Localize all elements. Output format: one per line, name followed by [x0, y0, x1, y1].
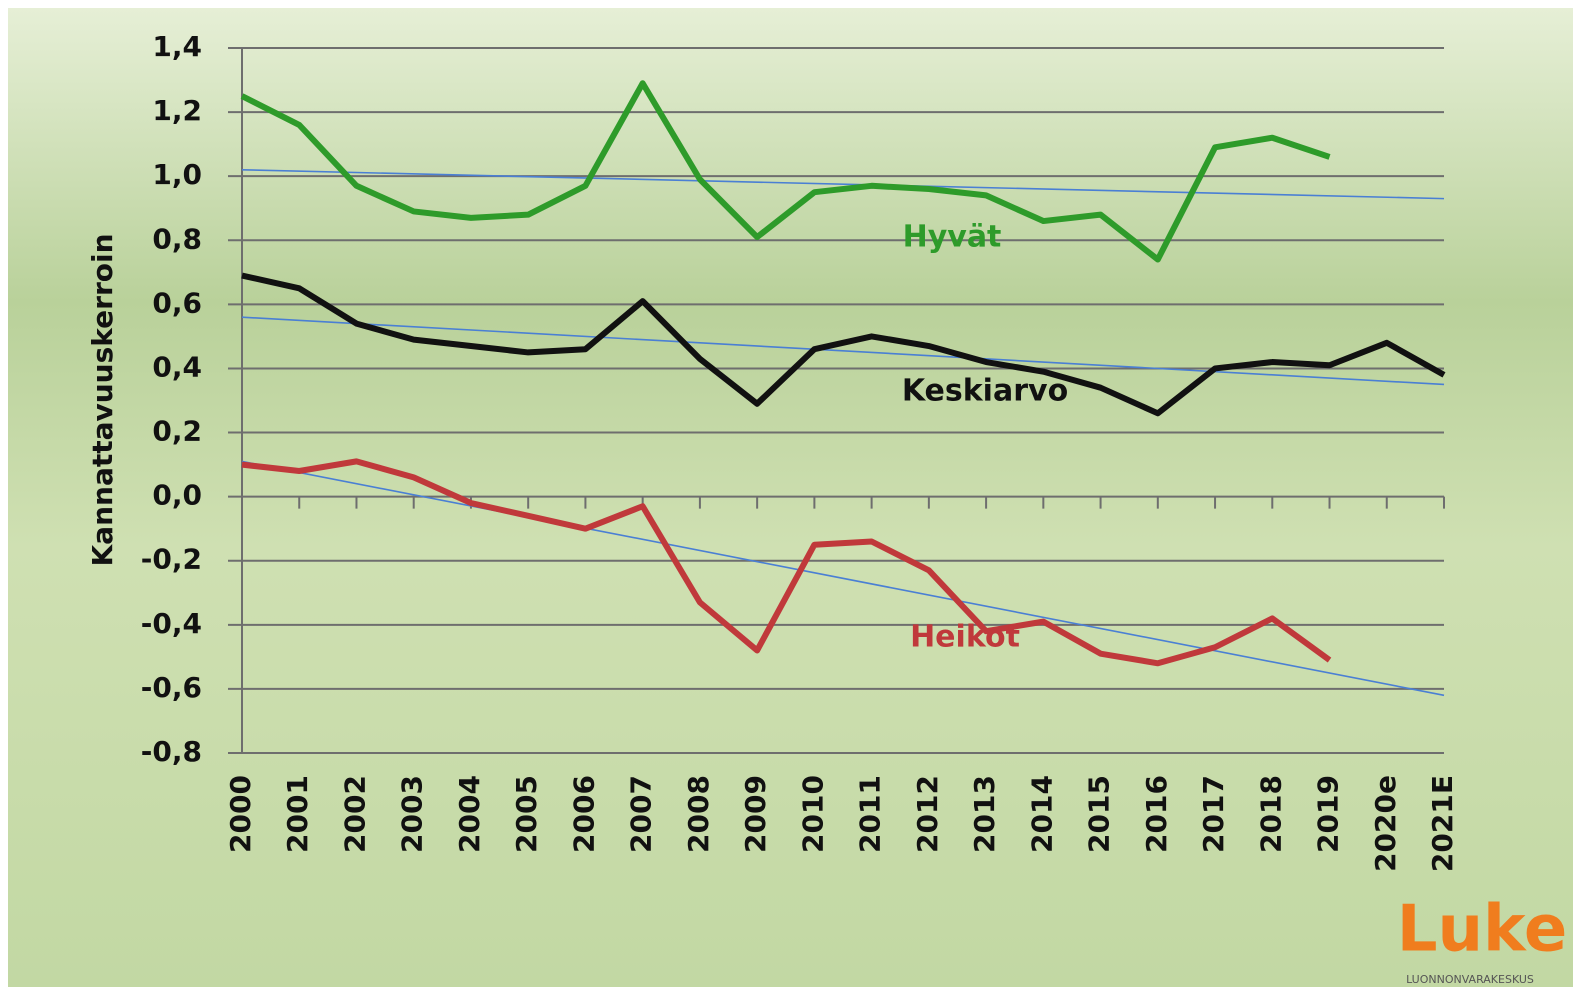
- x-tick-label: 2017: [1197, 775, 1230, 853]
- y-tick-label: 0,2: [152, 415, 202, 448]
- x-tick-label: 2007: [625, 775, 658, 853]
- y-tick-label: 1,2: [152, 94, 202, 127]
- x-tick-label: 2019: [1312, 775, 1345, 853]
- x-tick-label: 2013: [968, 775, 1001, 853]
- x-tick-label: 2021E: [1426, 775, 1459, 872]
- x-tick-label: 2014: [1025, 775, 1058, 853]
- trend-line: [241, 316, 1445, 386]
- y-axis-label: Kannattavuuskerroin: [86, 233, 119, 566]
- x-tick-label: 2002: [338, 775, 371, 853]
- series-line: [241, 272, 1446, 417]
- x-tick-label: 2008: [682, 775, 715, 853]
- trend-line: [241, 168, 1445, 200]
- x-tick-label: 2015: [1083, 775, 1116, 853]
- logo-subtitle: LUONNONVARAKESKUS: [1406, 973, 1534, 986]
- x-tick-label: 2004: [453, 775, 486, 853]
- y-tick-label: 0,0: [152, 479, 202, 512]
- series-line: [241, 458, 1332, 667]
- y-tick-label: 1,0: [152, 158, 202, 191]
- x-tick-label: 2000: [224, 775, 257, 853]
- x-tick-label: 2005: [510, 775, 543, 853]
- trend-line: [241, 460, 1445, 697]
- y-tick-label: -0,8: [141, 735, 202, 768]
- series-label: Heikot: [910, 620, 1020, 655]
- series-label: Keskiarvo: [902, 374, 1068, 409]
- y-tick-label: 0,8: [152, 222, 202, 255]
- x-tick-label: 2011: [854, 775, 887, 853]
- y-tick-label: -0,2: [141, 543, 202, 576]
- x-tick-label: 2003: [396, 775, 429, 853]
- x-tick-label: 2020e: [1369, 775, 1402, 872]
- y-tick-label: 1,4: [152, 30, 202, 63]
- y-tick-label: -0,6: [141, 671, 202, 704]
- y-tick-label: -0,4: [141, 607, 202, 640]
- x-tick-label: 2018: [1254, 775, 1287, 853]
- series-label: Hyvät: [903, 220, 1002, 255]
- y-tick-label: 0,6: [152, 286, 202, 319]
- x-tick-label: 2009: [739, 775, 772, 853]
- logo: Luke: [1397, 893, 1568, 967]
- x-tick-label: 2012: [911, 775, 944, 853]
- x-tick-label: 2016: [1140, 775, 1173, 853]
- x-tick-label: 2006: [567, 775, 600, 853]
- series-line: [240, 80, 1331, 263]
- x-tick-label: 2001: [281, 775, 314, 853]
- x-tick-label: 2010: [796, 775, 829, 853]
- y-tick-label: 0,4: [152, 350, 202, 383]
